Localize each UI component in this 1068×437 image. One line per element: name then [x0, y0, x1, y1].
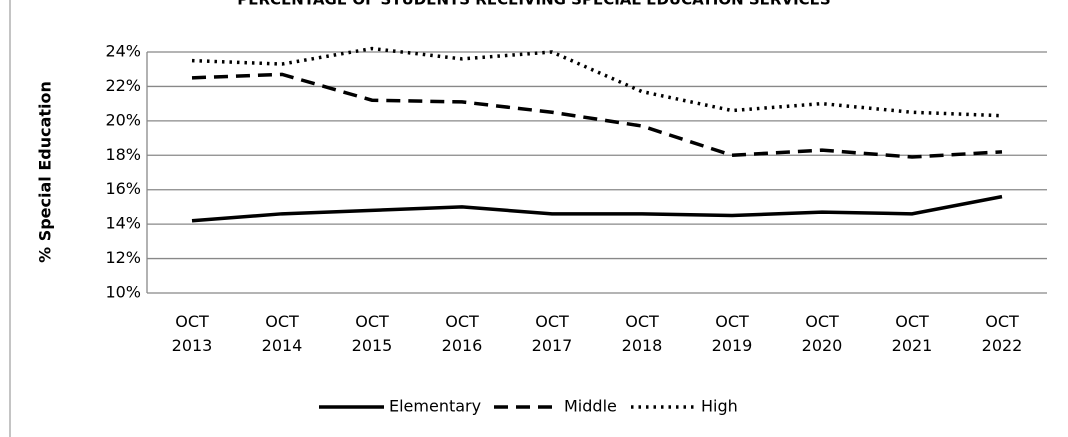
legend-label: High	[701, 397, 738, 416]
y-tick-label: 18%	[105, 145, 141, 164]
x-tick-label: OCT 2022	[981, 312, 1023, 355]
y-tick-label: 16%	[105, 179, 141, 198]
x-tick-label: OCT 2017	[531, 312, 573, 355]
x-tick-label: OCT 2018	[621, 312, 663, 355]
legend-label: Elementary	[389, 397, 481, 416]
y-tick-label: 14%	[105, 214, 141, 233]
y-tick-label: 22%	[105, 76, 141, 95]
x-tick-label: OCT 2021	[891, 312, 933, 355]
y-axis-label: % Special Education	[36, 81, 55, 263]
series-line	[191, 72, 1003, 159]
y-tick-label: 10%	[105, 283, 141, 302]
x-tick-label: OCT 2015	[351, 312, 393, 355]
series-line	[191, 194, 1003, 223]
series-line	[191, 46, 1003, 118]
y-tick-label: 24%	[105, 42, 141, 61]
legend-label: Middle	[564, 397, 617, 416]
y-tick-label: 20%	[105, 110, 141, 129]
x-tick-label: OCT 2014	[261, 312, 303, 355]
x-tick-label: OCT 2019	[711, 312, 753, 355]
x-tick-label: OCT 2020	[801, 312, 843, 355]
chart-title: PERCENTAGE OF STUDENTS RECEIVING SPECIAL…	[237, 0, 830, 9]
x-tick-label: OCT 2016	[441, 312, 483, 355]
x-tick-label: OCT 2013	[171, 312, 213, 355]
y-tick-label: 12%	[105, 248, 141, 267]
